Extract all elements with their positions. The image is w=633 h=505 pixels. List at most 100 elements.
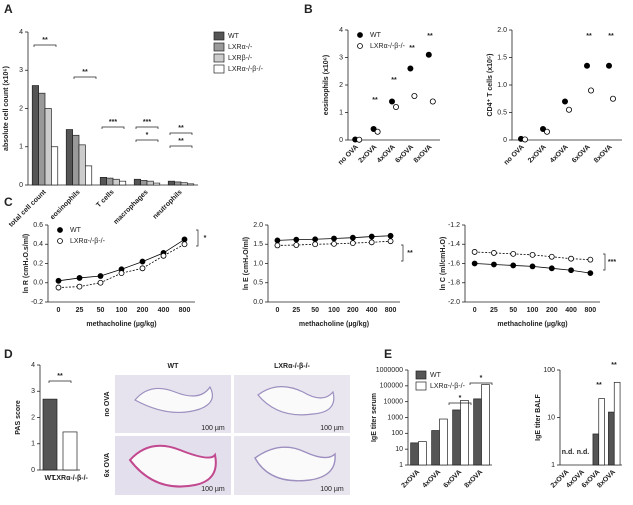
- y-tick-label: 0.2: [33, 260, 43, 267]
- y-axis-label: ln R (cmH₂O.s/ml): [23, 234, 30, 294]
- dot: [540, 126, 547, 133]
- bar: [44, 108, 52, 186]
- y-tick-label: 1.0: [497, 82, 507, 89]
- x-tick-label: 200: [347, 307, 359, 314]
- x-tick-label: 800: [179, 307, 191, 314]
- bar: [431, 430, 440, 466]
- scale-bar-label: 100 µm: [201, 425, 225, 432]
- y-axis-label: CD4⁺ T cells (x10⁵): [487, 53, 494, 116]
- bar: [187, 183, 195, 186]
- annotation: **: [586, 33, 592, 40]
- bar: [85, 165, 93, 186]
- y-tick-label: 10000: [384, 399, 404, 406]
- x-tick-label: 0: [57, 307, 61, 314]
- bar: [418, 441, 427, 466]
- point: [349, 240, 356, 246]
- x-tick-label: 800: [385, 307, 397, 314]
- annotation: n.d.: [577, 449, 589, 456]
- x-tick-label: 50: [509, 307, 517, 314]
- bracket: [196, 229, 199, 247]
- dot: [407, 65, 414, 72]
- y-tick-label: 1: [399, 462, 403, 469]
- point: [587, 256, 594, 263]
- y-tick-label: 1000000: [376, 367, 403, 374]
- legend-label: WT: [228, 33, 240, 40]
- point: [55, 284, 62, 291]
- point: [293, 242, 300, 248]
- bar: [613, 381, 621, 466]
- y-axis-label: ln E (cmH₂O/ml): [243, 237, 250, 290]
- point: [548, 265, 555, 272]
- point: [139, 258, 146, 265]
- legend-label: LXRβ-/-: [228, 55, 253, 62]
- y-tick-label: 0.5: [253, 280, 263, 287]
- bar: [38, 92, 46, 186]
- dot: [411, 93, 418, 100]
- annotation: **: [608, 33, 614, 40]
- bar: [452, 409, 461, 466]
- x-tick-label: 50: [311, 307, 319, 314]
- y-tick-label: 2: [339, 82, 343, 89]
- x-tick-label: 6xOVA: [571, 144, 592, 165]
- y-tick-label: 1.5: [253, 241, 263, 248]
- bar: [146, 180, 154, 186]
- y-axis-label: IgE titer serum: [371, 393, 378, 442]
- x-tick-label: 4xOVA: [421, 469, 442, 490]
- x-tick-label: no OVA: [337, 144, 360, 167]
- x-tick-label: 6xOVA: [442, 469, 463, 490]
- x-axis-label: methacholine (µg/kg): [497, 321, 567, 328]
- y-tick-label: 2.0: [253, 222, 263, 229]
- x-axis-label: methacholine (µg/kg): [86, 321, 156, 328]
- x-tick-label: neutrophils: [152, 189, 184, 221]
- airway: [257, 386, 335, 416]
- x-tick-label: 400: [158, 307, 170, 314]
- y-tick-label: -0.2: [31, 299, 43, 306]
- annotation: **: [178, 125, 184, 132]
- point: [529, 251, 536, 258]
- panel-label: D: [4, 347, 13, 361]
- y-tick-label: -2.0: [448, 299, 460, 306]
- legend-marker: [357, 43, 363, 49]
- y-axis-label: ln C (ml/cmH₂O): [440, 237, 447, 291]
- x-tick-label: 2xOVA: [527, 144, 548, 165]
- annotation: **: [57, 373, 63, 380]
- scale-bar-label: 100 µm: [320, 425, 344, 432]
- panel-label: E: [384, 347, 392, 361]
- airway: [254, 446, 336, 482]
- dot: [425, 51, 432, 58]
- y-tick-label: 0.0: [33, 280, 43, 287]
- scale-bar-label: 100 µm: [201, 486, 225, 493]
- bar: [592, 433, 600, 466]
- airway: [134, 385, 213, 414]
- x-tick-label: 0: [473, 307, 477, 314]
- annotation: **: [407, 250, 413, 257]
- bracket: [169, 145, 193, 148]
- y-axis-label: absolute cell count (x10⁶): [3, 66, 10, 151]
- point: [181, 236, 188, 243]
- y-tick-label: 0.4: [33, 241, 43, 248]
- y-axis-label: PAS score: [15, 400, 22, 435]
- annotation: **: [596, 382, 602, 389]
- y-tick-label: 3: [339, 54, 343, 61]
- annotation: **: [409, 45, 415, 52]
- annotation: n.d.: [562, 449, 574, 456]
- bar: [460, 400, 469, 466]
- bar: [31, 85, 39, 186]
- y-tick-label: 1.5: [497, 54, 507, 61]
- x-tick-label: 100: [527, 307, 539, 314]
- bar: [140, 180, 148, 186]
- annotation: *: [204, 235, 207, 242]
- row-label: no OVA: [104, 391, 111, 416]
- dot: [374, 128, 381, 135]
- point: [312, 236, 319, 243]
- legend-swatch: [415, 370, 427, 380]
- row-label: 6x OVA: [104, 453, 111, 477]
- x-tick-label: 25: [490, 307, 498, 314]
- point: [491, 250, 497, 256]
- x-tick-label: 0: [275, 307, 279, 314]
- y-tick-label: 4: [339, 27, 343, 34]
- dot: [562, 98, 569, 105]
- x-tick-label: 50: [97, 307, 105, 314]
- point: [510, 250, 517, 257]
- bracket: [135, 126, 159, 129]
